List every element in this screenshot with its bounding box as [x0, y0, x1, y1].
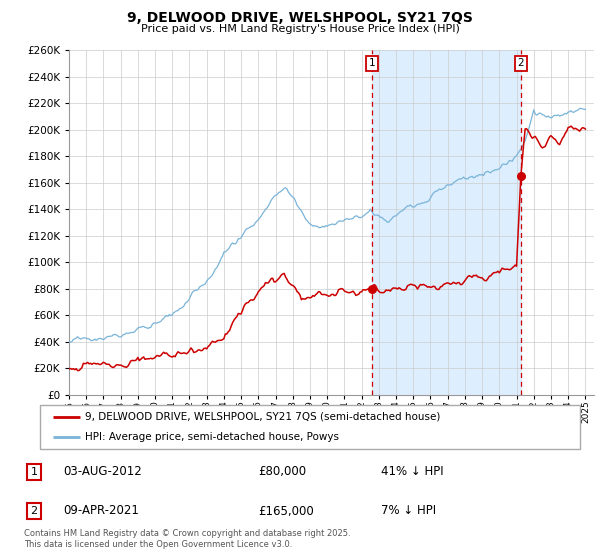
Text: 2: 2	[518, 58, 524, 68]
Text: 1: 1	[368, 58, 375, 68]
Text: 09-APR-2021: 09-APR-2021	[63, 505, 139, 517]
Text: 2: 2	[31, 506, 38, 516]
Text: 1: 1	[31, 467, 38, 477]
Bar	[371, 50, 521, 395]
Text: £165,000: £165,000	[259, 505, 314, 517]
Text: HPI: Average price, semi-detached house, Powys: HPI: Average price, semi-detached house,…	[85, 432, 339, 442]
Text: £80,000: £80,000	[259, 465, 307, 478]
FancyBboxPatch shape	[40, 405, 580, 449]
Text: 41% ↓ HPI: 41% ↓ HPI	[381, 465, 444, 478]
Text: Price paid vs. HM Land Registry's House Price Index (HPI): Price paid vs. HM Land Registry's House …	[140, 24, 460, 34]
Text: 7% ↓ HPI: 7% ↓ HPI	[381, 505, 436, 517]
Text: 9, DELWOOD DRIVE, WELSHPOOL, SY21 7QS (semi-detached house): 9, DELWOOD DRIVE, WELSHPOOL, SY21 7QS (s…	[85, 412, 440, 422]
Text: Contains HM Land Registry data © Crown copyright and database right 2025.
This d: Contains HM Land Registry data © Crown c…	[24, 529, 350, 549]
Text: 9, DELWOOD DRIVE, WELSHPOOL, SY21 7QS: 9, DELWOOD DRIVE, WELSHPOOL, SY21 7QS	[127, 11, 473, 25]
Text: 03-AUG-2012: 03-AUG-2012	[63, 465, 142, 478]
